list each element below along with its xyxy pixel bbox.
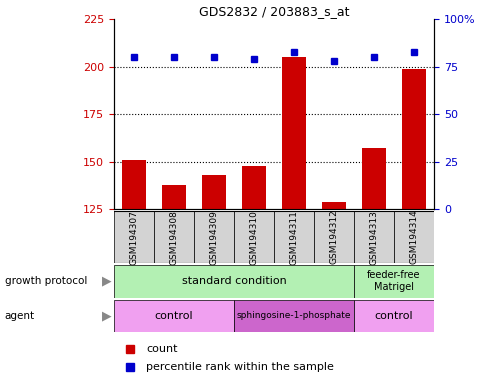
Bar bbox=[353, 265, 433, 298]
Text: sphingosine-1-phosphate: sphingosine-1-phosphate bbox=[236, 311, 350, 320]
Bar bbox=[153, 211, 194, 263]
Text: GSM194307: GSM194307 bbox=[129, 210, 138, 265]
Bar bbox=[114, 265, 353, 298]
Bar bbox=[194, 211, 233, 263]
Text: GSM194311: GSM194311 bbox=[289, 210, 298, 265]
Bar bbox=[393, 211, 433, 263]
Bar bbox=[242, 166, 265, 209]
Text: GSM194310: GSM194310 bbox=[249, 210, 258, 265]
Bar bbox=[281, 57, 305, 209]
Text: feeder-free
Matrigel: feeder-free Matrigel bbox=[366, 270, 420, 292]
Bar bbox=[162, 185, 185, 209]
Text: control: control bbox=[374, 311, 412, 321]
Text: GSM194313: GSM194313 bbox=[369, 210, 378, 265]
Text: ▶: ▶ bbox=[102, 275, 111, 288]
Bar bbox=[353, 211, 393, 263]
Bar bbox=[233, 300, 353, 332]
Bar bbox=[233, 211, 273, 263]
Bar bbox=[114, 211, 153, 263]
Text: GSM194312: GSM194312 bbox=[329, 210, 338, 265]
Text: GSM194314: GSM194314 bbox=[408, 210, 418, 265]
Text: count: count bbox=[146, 344, 177, 354]
Bar bbox=[114, 300, 233, 332]
Bar bbox=[273, 211, 314, 263]
Bar bbox=[201, 175, 226, 209]
Text: percentile rank within the sample: percentile rank within the sample bbox=[146, 362, 333, 372]
Bar bbox=[353, 300, 433, 332]
Bar bbox=[121, 160, 146, 209]
Text: control: control bbox=[154, 311, 193, 321]
Bar bbox=[361, 149, 385, 209]
Text: GSM194309: GSM194309 bbox=[209, 210, 218, 265]
Text: growth protocol: growth protocol bbox=[5, 276, 87, 286]
Bar bbox=[321, 202, 345, 209]
Text: standard condition: standard condition bbox=[182, 276, 286, 286]
Text: GSM194308: GSM194308 bbox=[169, 210, 178, 265]
Bar bbox=[401, 69, 425, 209]
Title: GDS2832 / 203883_s_at: GDS2832 / 203883_s_at bbox=[198, 5, 348, 18]
Text: agent: agent bbox=[5, 311, 35, 321]
Bar bbox=[314, 211, 353, 263]
Text: ▶: ▶ bbox=[102, 310, 111, 322]
